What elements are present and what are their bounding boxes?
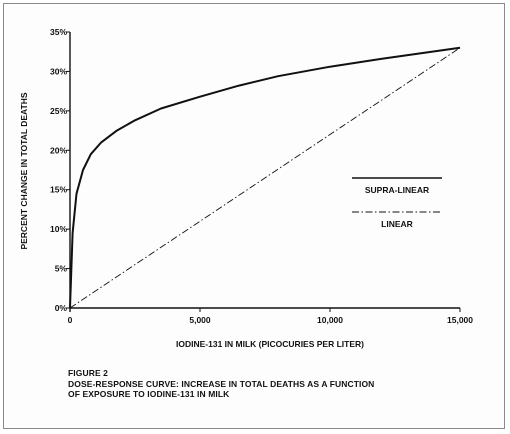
y-tick-label: 10% [50,224,67,234]
y-tick-label: 35% [50,27,67,37]
y-tick-label: 20% [50,145,67,155]
series-line-supra-linear [69,46,461,309]
x-axis-title: IODINE-131 IN MILK (PICOCURIES PER LITER… [176,339,364,349]
caption-line-1: DOSE-RESPONSE CURVE: INCREASE IN TOTAL D… [68,378,375,389]
caption-line-2: OF EXPOSURE TO IODINE-131 IN MILK [68,389,230,399]
legend-label-supra-linear: SUPRA-LINEAR [365,185,429,195]
chart-series [69,46,461,309]
x-tick-label: 10,000 [317,315,343,325]
y-tick-label: 30% [50,66,67,76]
x-tick-label: 0 [68,315,73,325]
y-tick-label: 5% [55,264,68,274]
chart-ticks: 0% 5% 10% 15% 20% 25% 30% 35% 0 5,000 10,000 15,000 [50,27,473,325]
y-tick-label: 25% [50,106,67,116]
x-tick-label: 15,000 [447,315,473,325]
series-line-linear [69,47,461,309]
legend-label-linear: LINEAR [381,219,413,229]
x-tick-label: 5,000 [189,315,211,325]
chart-legend: SUPRA-LINEAR LINEAR [352,177,442,229]
figure-caption: FIGURE 2 DOSE-RESPONSE CURVE: INCREASE I… [68,368,374,400]
caption-figure-number: FIGURE 2 [68,368,109,378]
chart-axes [69,32,460,312]
y-tick-label: 15% [50,185,67,195]
y-tick-label: 0% [55,303,68,313]
y-axis-title: PERCENT CHANGE IN TOTAL DEATHS [19,92,29,249]
